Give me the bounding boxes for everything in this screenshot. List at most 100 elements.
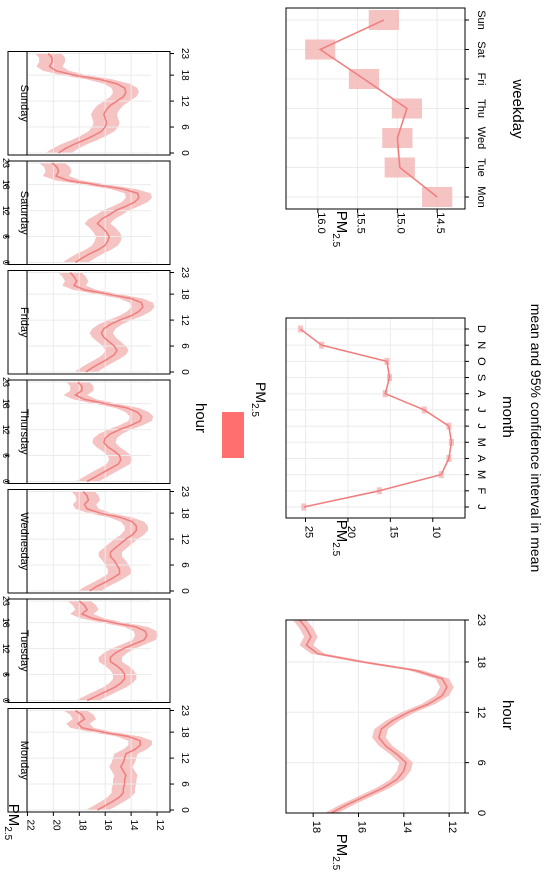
ci-band (39, 163, 152, 263)
x-tick-label: 0 (179, 369, 190, 375)
x-tick-label: A (475, 455, 487, 463)
ci-band (35, 53, 139, 153)
x-tick-label: 0 (1, 698, 11, 703)
x-tick-label: Mon (475, 186, 487, 207)
x-tick-label: 18 (1, 618, 11, 628)
x-tick-label: 12 (1, 206, 11, 216)
x-tick-label: 18 (179, 727, 190, 739)
day-hour-x-label: hour (192, 403, 209, 433)
x-tick-label: N (475, 341, 487, 349)
legend: PM2.5 (222, 382, 269, 458)
x-tick-label: 23 (1, 377, 11, 387)
panel-frame (285, 317, 466, 519)
panel-name-label: Monday (18, 741, 30, 781)
series-line (299, 328, 453, 508)
y-tick-label: 14 (128, 819, 139, 831)
y-tick-label: 15.0 (394, 212, 406, 233)
series-line (47, 52, 127, 154)
x-tick-label: 0 (179, 150, 190, 156)
panel-strip (7, 270, 28, 375)
x-tick-label: A (475, 390, 487, 398)
y-tick-label: 16 (102, 819, 113, 831)
svg-text:PM2.5: PM2.5 (2, 804, 22, 841)
x-tick-label: 18 (179, 70, 190, 82)
x-tick-label: M (475, 470, 487, 479)
x-tick-label: 0 (179, 807, 190, 813)
series-line (73, 381, 143, 483)
panel-strip (7, 379, 28, 484)
svg-text:PM2.5: PM2.5 (330, 211, 350, 248)
series-line (318, 19, 438, 198)
x-tick-label: 12 (179, 753, 190, 765)
ci-band (71, 491, 148, 591)
x-tick-label: 23 (179, 48, 190, 60)
day-hour-y-label-main: PM (5, 804, 22, 827)
panel-name-label: Wednesday (18, 512, 30, 570)
ci-band (63, 710, 152, 810)
x-tick-label: Thu (475, 99, 487, 118)
x-tick-label: 18 (1, 180, 11, 190)
x-tick-label: 12 (1, 425, 11, 435)
panel-strip (7, 51, 28, 156)
panel-name-label: Sunday (18, 85, 30, 123)
x-tick-label: 6 (179, 343, 190, 349)
y-tick-label: 14.5 (434, 212, 446, 233)
panel-strip (7, 598, 28, 703)
x-tick-label: J (475, 504, 487, 510)
x-tick-label: S (475, 374, 487, 381)
ci-band (58, 272, 155, 372)
ci-band (63, 382, 154, 482)
x-tick-label: 18 (179, 289, 190, 301)
y-tick-label: 14 (401, 821, 413, 833)
weekday-plot: 14.5 15.0 15.5 16.0 Mon Tue Wed Thu Fri Sat Sun we… (285, 7, 526, 248)
x-tick-label: O (475, 357, 487, 366)
x-tick-label: 0 (475, 810, 487, 816)
x-tick-label: 18 (1, 399, 11, 409)
svg-text:PM2.5: PM2.5 (249, 382, 269, 417)
y-tick-label: 12 (446, 821, 458, 833)
x-tick-label: 23 (1, 158, 11, 168)
day-hour-plot: Monday Tuesday Wednesday Thursday Friday Satu… (1, 48, 209, 841)
x-tick-label: 0 (1, 260, 11, 265)
panel-strip (7, 489, 28, 594)
x-tick-label: M (475, 438, 487, 447)
y-tick-label: 25 (303, 526, 315, 538)
panel-frame (7, 270, 171, 375)
ci-band (292, 620, 454, 813)
y-tick-label: 16.0 (315, 212, 327, 233)
panel-frame (285, 619, 466, 814)
series-line (74, 709, 141, 811)
x-tick-label: 23 (475, 614, 487, 626)
x-tick-label: 6 (1, 672, 11, 677)
x-tick-label: Sun (475, 10, 487, 30)
series-line (78, 600, 148, 702)
panel-strip (7, 708, 28, 813)
x-tick-label: J (475, 407, 487, 413)
x-tick-label: 0 (179, 588, 190, 594)
x-tick-label: J (475, 423, 487, 429)
x-tick-label: 23 (1, 596, 11, 606)
hour-plot: 12 14 16 18 0 6 12 18 23 hour PM2.5 (285, 614, 516, 871)
panel-name-label: Saturday (18, 191, 30, 236)
series-line (82, 490, 138, 592)
x-tick-label: 6 (1, 234, 11, 239)
x-tick-label: 12 (179, 315, 190, 327)
hour-plot-y-label: PM (333, 834, 350, 857)
x-tick-label: Fri (475, 73, 487, 86)
x-tick-label: Wed (475, 127, 487, 149)
legend-label: PM (253, 382, 269, 403)
y-tick-label: 15 (387, 526, 399, 538)
weekday-plot-y-label-sub: 2.5 (330, 233, 341, 247)
y-tick-label: 10 (430, 526, 442, 538)
y-tick-label: 16 (356, 821, 368, 833)
panel-frame (7, 379, 171, 484)
month-plot-x-label: month (499, 396, 516, 438)
y-tick-label: 20 (345, 526, 357, 538)
x-tick-label: 23 (179, 267, 190, 279)
ci-band (67, 601, 159, 701)
y-tick-label: 22 (24, 819, 35, 831)
x-tick-label: 6 (475, 760, 487, 766)
